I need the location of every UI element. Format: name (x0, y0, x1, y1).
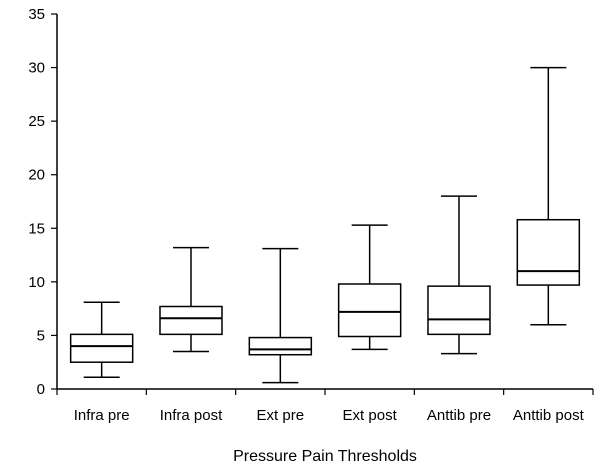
x-tick-label: Anttib pre (427, 407, 491, 424)
y-tick-label: 10 (28, 274, 45, 291)
box-6 (516, 66, 581, 326)
x-axis-title: Pressure Pain Thresholds (233, 448, 417, 465)
iqr-box (516, 218, 581, 286)
iqr-box (159, 305, 223, 336)
x-tick-label: Infra pre (74, 407, 130, 424)
y-tick-label: 15 (28, 220, 45, 237)
x-axis: Infra pre Infra post Ext pre Ext post Anttib… (56, 388, 594, 424)
y-tick-label: 5 (37, 327, 45, 344)
y-axis: 0 5 10 15 20 25 30 35 (28, 6, 58, 398)
iqr-box (337, 283, 402, 338)
boxes (69, 66, 581, 384)
x-tick-label: Ext post (343, 407, 398, 424)
x-tick-label: Anttib post (513, 407, 585, 424)
box-2 (159, 246, 223, 353)
y-tick-label: 30 (28, 60, 45, 77)
y-tick-label: 20 (28, 167, 45, 184)
x-tick-label: Infra post (160, 407, 223, 424)
y-tick-label: 25 (28, 113, 45, 130)
x-tick-label: Ext pre (257, 407, 305, 424)
y-tick-label: 35 (28, 6, 45, 23)
box-1 (69, 301, 134, 378)
iqr-box (69, 333, 134, 363)
y-tick-label: 0 (37, 381, 45, 398)
iqr-box (427, 285, 491, 336)
box-5 (427, 195, 491, 355)
box-3 (248, 247, 313, 384)
box-4 (337, 224, 402, 351)
iqr-box (248, 336, 313, 356)
